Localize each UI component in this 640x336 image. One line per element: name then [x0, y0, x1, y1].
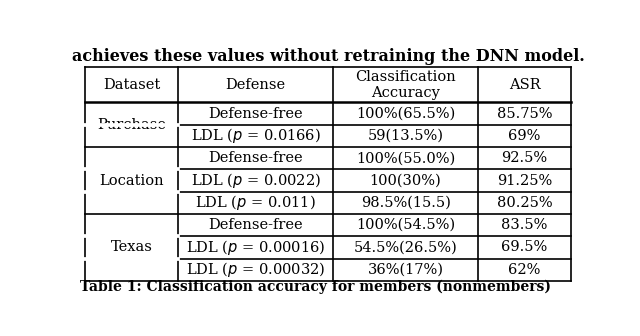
Text: Defense-free: Defense-free	[208, 218, 303, 232]
Text: 59(13.5%): 59(13.5%)	[367, 129, 444, 143]
Text: Defense: Defense	[225, 78, 285, 92]
Text: 100%(55.0%): 100%(55.0%)	[356, 151, 455, 165]
Text: Location: Location	[99, 173, 164, 187]
Text: 54.5%(26.5%): 54.5%(26.5%)	[354, 241, 458, 254]
Text: 98.5%(15.5): 98.5%(15.5)	[360, 196, 451, 210]
Text: LDL ($p$ = 0.0166): LDL ($p$ = 0.0166)	[191, 126, 321, 145]
Text: 85.75%: 85.75%	[497, 107, 552, 121]
Text: Classification
Accuracy: Classification Accuracy	[355, 70, 456, 100]
Text: Defense-free: Defense-free	[208, 107, 303, 121]
Text: achieves these values without retraining the DNN model.: achieves these values without retraining…	[72, 48, 584, 65]
Text: 91.25%: 91.25%	[497, 173, 552, 187]
Text: Table 1: Classification accuracy for members (nonmembers): Table 1: Classification accuracy for mem…	[80, 280, 551, 294]
Text: 62%: 62%	[508, 263, 541, 277]
Text: 69%: 69%	[508, 129, 541, 143]
Text: 36%(17%): 36%(17%)	[367, 263, 444, 277]
Text: ASR: ASR	[509, 78, 540, 92]
Text: LDL ($p$ = 0.00032): LDL ($p$ = 0.00032)	[186, 260, 325, 279]
Text: LDL ($p$ = 0.0022): LDL ($p$ = 0.0022)	[191, 171, 321, 190]
Text: Texas: Texas	[111, 241, 152, 254]
Text: 83.5%: 83.5%	[501, 218, 548, 232]
Text: 80.25%: 80.25%	[497, 196, 552, 210]
Text: 69.5%: 69.5%	[501, 241, 548, 254]
Text: LDL ($p$ = 0.00016): LDL ($p$ = 0.00016)	[186, 238, 325, 257]
Text: 100(30%): 100(30%)	[370, 173, 442, 187]
Text: Defense-free: Defense-free	[208, 151, 303, 165]
Text: 100%(54.5%): 100%(54.5%)	[356, 218, 455, 232]
Text: LDL ($p$ = 0.011): LDL ($p$ = 0.011)	[195, 193, 316, 212]
Text: Dataset: Dataset	[103, 78, 160, 92]
Text: 100%(65.5%): 100%(65.5%)	[356, 107, 455, 121]
Text: Purchase: Purchase	[97, 118, 166, 132]
Text: 92.5%: 92.5%	[501, 151, 548, 165]
